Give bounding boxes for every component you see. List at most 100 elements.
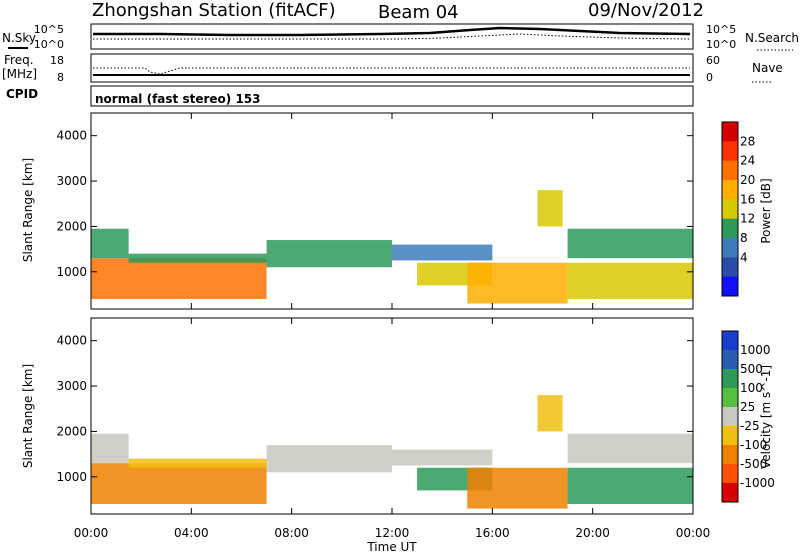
- x-axis-label: Time UT: [366, 540, 417, 554]
- echo-region: [567, 467, 693, 505]
- nsearch-tick-low: 10^0: [706, 38, 736, 51]
- colorbar-swatch: [722, 388, 738, 408]
- power-colorbar-label: Power [dB]: [759, 178, 773, 243]
- colorbar-frame: [721, 330, 739, 503]
- echo-region: [91, 433, 129, 464]
- nave-tick-low: 0: [706, 71, 713, 84]
- colorbar-swatch: [722, 180, 738, 200]
- velocity-y-axis: 1000 2000 3000 4000: [56, 334, 693, 484]
- echo-region: [91, 463, 267, 505]
- echo-region: [91, 228, 129, 259]
- echo-region: [266, 240, 392, 268]
- colorbar-tick-label: -25: [740, 419, 760, 433]
- colorbar-swatch: [722, 483, 738, 503]
- x-tick-label: 20:00: [575, 526, 610, 540]
- echo-region: [567, 433, 693, 464]
- y-tick-label: 2000: [56, 424, 87, 438]
- freq-tick-low: 8: [57, 71, 64, 84]
- velocity-colorbar: 1000 500 100 25 -25 -100 -500 -1000: [721, 330, 775, 503]
- echo-region: [128, 458, 267, 468]
- colorbar-tick-label: 28: [740, 134, 755, 148]
- nsky-trace: [93, 26, 691, 37]
- echo-region: [467, 262, 568, 304]
- date-label: 09/Nov/2012: [588, 0, 704, 21]
- echo-region: [567, 228, 693, 259]
- velocity-echo-layer: [91, 395, 693, 509]
- y-tick-label: 3000: [56, 174, 87, 188]
- cpid-panel: [90, 85, 694, 107]
- x-tick-label: 00:00: [676, 526, 711, 540]
- x-tick-label: 08:00: [274, 526, 309, 540]
- y-tick-label: 3000: [56, 379, 87, 393]
- colorbar-swatch: [722, 445, 738, 465]
- nsky-tick-low: 10^0: [34, 38, 64, 51]
- colorbar-tick-label: 12: [740, 212, 755, 226]
- colorbar-swatch: [722, 141, 738, 162]
- nave-trace: [93, 67, 690, 75]
- colorbar-swatch: [722, 122, 738, 142]
- colorbar-tick-label: 16: [740, 192, 755, 206]
- echo-region: [537, 190, 563, 227]
- colorbar-tick-label: 4: [740, 250, 748, 264]
- x-tick-label: 04:00: [174, 526, 209, 540]
- x-tick-label: 00:00: [74, 526, 109, 540]
- colorbar-tick-label: 25: [740, 400, 755, 414]
- y-tick-label: 1000: [56, 470, 87, 484]
- echo-region: [392, 449, 493, 466]
- colorbar-tick-label: 1000: [740, 343, 771, 357]
- colorbar-tick-label: 8: [740, 231, 748, 245]
- colorbar-swatch: [722, 218, 738, 239]
- y-tick-label: 1000: [56, 265, 87, 279]
- colorbar-swatch: [722, 238, 738, 258]
- power-colorbar: 28 24 20 16 12 8 4: [721, 121, 755, 297]
- nave-tick-high: 60: [706, 54, 720, 67]
- colorbar-swatch: [722, 276, 738, 297]
- colorbar-tick-label: 24: [740, 154, 755, 168]
- power-echo-layer: [91, 190, 693, 304]
- colorbar-swatch: [722, 160, 738, 181]
- echo-region: [91, 258, 267, 300]
- colorbar-swatch: [722, 464, 738, 484]
- nsky-tick-high: 10^5: [34, 23, 64, 36]
- echo-region: [537, 395, 563, 432]
- echo-region: [128, 253, 267, 263]
- nsky-label: N.Sky: [2, 31, 36, 45]
- colorbar-tick-label: 100: [740, 381, 763, 395]
- freq-panel: [90, 53, 694, 83]
- beam-label: Beam 04: [378, 2, 459, 23]
- cpid-label: CPID: [6, 87, 38, 101]
- power-y-axis: 1000 2000 3000 4000: [56, 129, 693, 279]
- nsearch-label: N.Search: [745, 31, 799, 45]
- echo-region: [266, 445, 392, 473]
- colorbar-swatch: [722, 369, 738, 389]
- noise-panel: [90, 23, 694, 50]
- y-tick-label: 4000: [56, 129, 87, 143]
- station-title: Zhongshan Station (fitACF): [92, 0, 336, 21]
- colorbar-tick-label: -1000: [740, 476, 775, 490]
- colorbar-tick-label: -500: [740, 457, 767, 471]
- colorbar-swatch: [722, 350, 738, 370]
- cpid-value: normal (fast stereo) 153: [95, 92, 261, 106]
- colorbar-swatch: [722, 331, 738, 351]
- colorbar-frame: [721, 121, 739, 297]
- power-y-label: Slant Range [km]: [21, 158, 35, 262]
- x-tick-label: 12:00: [375, 526, 410, 540]
- colorbar-tick-label: 20: [740, 173, 755, 187]
- y-tick-label: 4000: [56, 334, 87, 348]
- time-x-axis: 00:00 04:00 08:00 12:00 16:00 20:00 00:00: [74, 113, 711, 540]
- freq-label-1: Freq.: [4, 53, 34, 67]
- velocity-y-label: Slant Range [km]: [21, 364, 35, 468]
- echo-region: [567, 262, 693, 300]
- velocity-colorbar-label: Velocity [m s^-1]: [759, 365, 773, 469]
- nsearch-trace: [93, 33, 691, 40]
- colorbar-tick-label: 500: [740, 362, 763, 376]
- colorbar-swatch: [722, 257, 738, 278]
- nave-label: Nave: [752, 61, 783, 75]
- y-tick-label: 2000: [56, 219, 87, 233]
- colorbar-swatch: [722, 426, 738, 446]
- echo-region: [467, 467, 568, 509]
- freq-tick-high: 18: [50, 54, 64, 67]
- echo-region: [392, 244, 493, 261]
- x-tick-label: 16:00: [475, 526, 510, 540]
